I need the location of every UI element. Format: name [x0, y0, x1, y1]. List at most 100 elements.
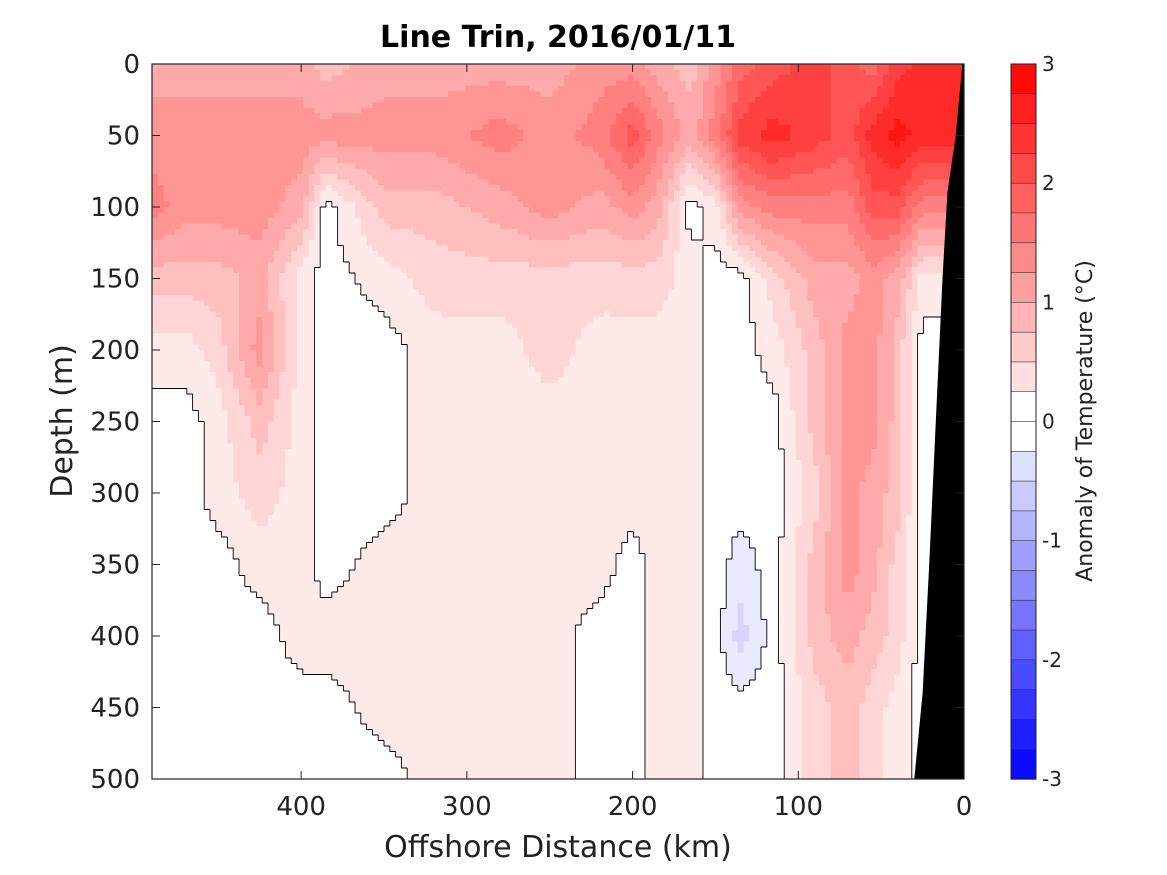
field-cell — [355, 135, 362, 142]
field-cell — [221, 487, 228, 494]
field-cell — [192, 124, 199, 131]
field-cell — [337, 427, 344, 434]
field-cell — [198, 608, 205, 615]
field-cell — [360, 652, 368, 659]
field-cell — [302, 86, 310, 93]
field-cell — [337, 416, 344, 423]
field-cell — [192, 713, 199, 720]
field-cell — [314, 229, 321, 236]
field-cell — [175, 680, 182, 687]
field-cell — [285, 262, 292, 269]
field-cell — [372, 339, 379, 346]
field-cell — [152, 647, 159, 654]
field-cell — [314, 322, 321, 329]
field-cell — [175, 86, 182, 93]
field-cell — [186, 190, 194, 197]
field-cell — [308, 564, 315, 571]
field-cell — [204, 438, 211, 445]
field-cell — [250, 597, 257, 604]
field-cell — [244, 190, 252, 197]
field-cell — [262, 482, 269, 489]
field-cell — [227, 751, 234, 758]
field-cell — [297, 729, 304, 736]
field-cell — [163, 696, 170, 703]
field-cell — [268, 80, 275, 87]
field-cell — [331, 647, 339, 654]
field-cell — [320, 262, 327, 269]
field-cell — [163, 295, 170, 302]
field-cell — [244, 493, 252, 500]
field-cell — [204, 75, 211, 82]
field-cell — [355, 256, 362, 263]
field-cell — [192, 311, 199, 318]
field-cell — [349, 658, 356, 665]
field-cell — [326, 240, 333, 247]
field-cell — [175, 570, 182, 577]
field-cell — [355, 553, 362, 560]
field-cell — [175, 740, 182, 747]
field-cell — [210, 388, 217, 395]
field-cell — [291, 773, 298, 779]
field-cell — [192, 278, 199, 285]
field-cell — [279, 344, 286, 351]
field-cell — [163, 482, 170, 489]
field-cell — [366, 531, 373, 538]
field-cell — [250, 333, 257, 340]
field-cell — [262, 504, 269, 511]
field-cell — [157, 179, 165, 186]
field-cell — [366, 691, 373, 698]
field-cell — [326, 185, 333, 192]
field-cell — [285, 564, 292, 571]
field-cell — [215, 91, 223, 98]
field-cell — [215, 311, 223, 318]
field-cell — [273, 570, 281, 577]
field-cell — [366, 262, 373, 269]
field-cell — [204, 394, 211, 401]
field-cell — [204, 526, 211, 533]
field-cell — [355, 570, 362, 577]
field-cell — [349, 262, 356, 269]
field-cell — [308, 509, 315, 516]
field-cell — [215, 515, 223, 522]
field-cell — [320, 394, 327, 401]
field-cell — [326, 218, 333, 225]
field-cell — [227, 724, 234, 731]
field-cell — [314, 614, 321, 621]
field-cell — [372, 322, 379, 329]
field-cell — [366, 465, 373, 472]
field-cell — [256, 361, 263, 368]
field-cell — [273, 410, 281, 417]
field-cell — [291, 317, 298, 324]
field-cell — [366, 740, 373, 747]
field-cell — [291, 157, 298, 164]
field-cell — [360, 163, 368, 170]
field-cell — [186, 119, 194, 126]
field-cell — [355, 399, 362, 406]
field-cell — [250, 509, 257, 516]
field-cell — [291, 229, 298, 236]
field-cell — [262, 454, 269, 461]
field-cell — [297, 350, 304, 357]
field-cell — [308, 366, 315, 373]
field-cell — [285, 762, 292, 769]
field-cell — [262, 465, 269, 472]
field-cell — [256, 223, 263, 230]
field-cell — [302, 647, 310, 654]
field-cell — [192, 570, 199, 577]
field-cell — [279, 493, 286, 500]
field-cell — [343, 328, 350, 335]
field-cell — [204, 696, 211, 703]
field-cell — [366, 493, 373, 500]
field-cell — [169, 119, 176, 126]
field-cell — [285, 377, 292, 384]
field-cell — [326, 663, 333, 670]
field-cell — [256, 581, 263, 588]
field-cell — [163, 91, 170, 98]
field-cell — [204, 751, 211, 758]
field-cell — [181, 306, 188, 313]
field-cell — [285, 322, 292, 329]
field-cell — [163, 267, 170, 274]
field-cell — [210, 619, 217, 626]
field-cell — [355, 179, 362, 186]
field-cell — [192, 328, 199, 335]
